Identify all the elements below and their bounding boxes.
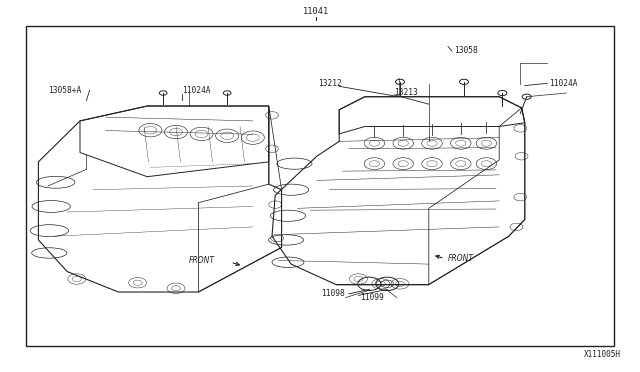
Text: 13058+A: 13058+A bbox=[48, 86, 81, 95]
Text: 11024A: 11024A bbox=[549, 79, 578, 88]
Text: 11024A: 11024A bbox=[182, 86, 211, 95]
Text: 13058: 13058 bbox=[454, 46, 478, 55]
Bar bbox=[26, 26, 614, 346]
Text: X111005H: X111005H bbox=[584, 350, 621, 359]
Text: 11041: 11041 bbox=[303, 7, 330, 16]
Text: 13212: 13212 bbox=[318, 79, 342, 88]
Text: 13213: 13213 bbox=[394, 88, 418, 97]
Text: FRONT: FRONT bbox=[448, 254, 474, 263]
Text: 11098: 11098 bbox=[321, 289, 345, 298]
Text: FRONT: FRONT bbox=[189, 256, 215, 265]
Text: 11099: 11099 bbox=[360, 293, 383, 302]
